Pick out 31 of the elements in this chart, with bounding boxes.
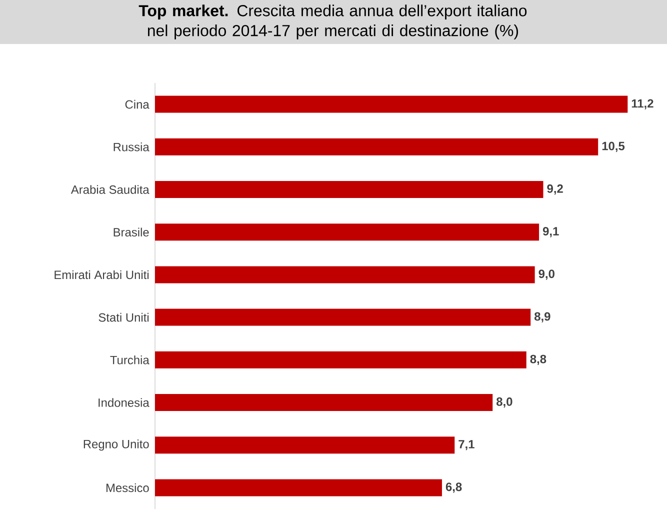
y-tick-label: Russia [114,142,150,152]
bar [155,96,628,113]
bar [155,308,531,326]
chart-title: Top market. Crescita media annua dell’export italiano nel periodo 2014-17 per mercati di destinazione (%) [138,4,527,40]
data-label: 7,1 [458,440,474,450]
bar [155,394,493,412]
y-tick-label: Brasile [114,228,149,236]
bar [155,436,455,454]
data-label: 10,5 [602,142,625,152]
y-tick-label: Regno Unito [84,440,149,451]
bar [155,224,540,241]
bar [155,181,544,198]
data-label: 8,8 [530,354,546,366]
data-label: 9,2 [547,184,563,195]
data-label: 8,0 [496,397,512,408]
y-tick-label: Arabia Saudita [70,185,150,194]
y-tick-label: Indonesia [98,398,150,407]
data-label: 9,1 [542,227,559,238]
bar [155,266,535,284]
data-label: 11,2 [632,99,654,110]
y-tick-label: Cina [125,100,150,109]
y-tick-label: Turchia [110,356,150,364]
data-label: 9,0 [538,270,554,280]
y-tick-label: Emirati Arabi Uniti [54,270,149,280]
y-tick-label: Messico [106,483,149,492]
bar [155,138,598,156]
data-label: 6,8 [446,482,462,493]
data-label: 8,9 [534,312,550,322]
bar [155,351,526,368]
bar [155,479,442,496]
y-tick-label: Stati Uniti [98,312,149,322]
